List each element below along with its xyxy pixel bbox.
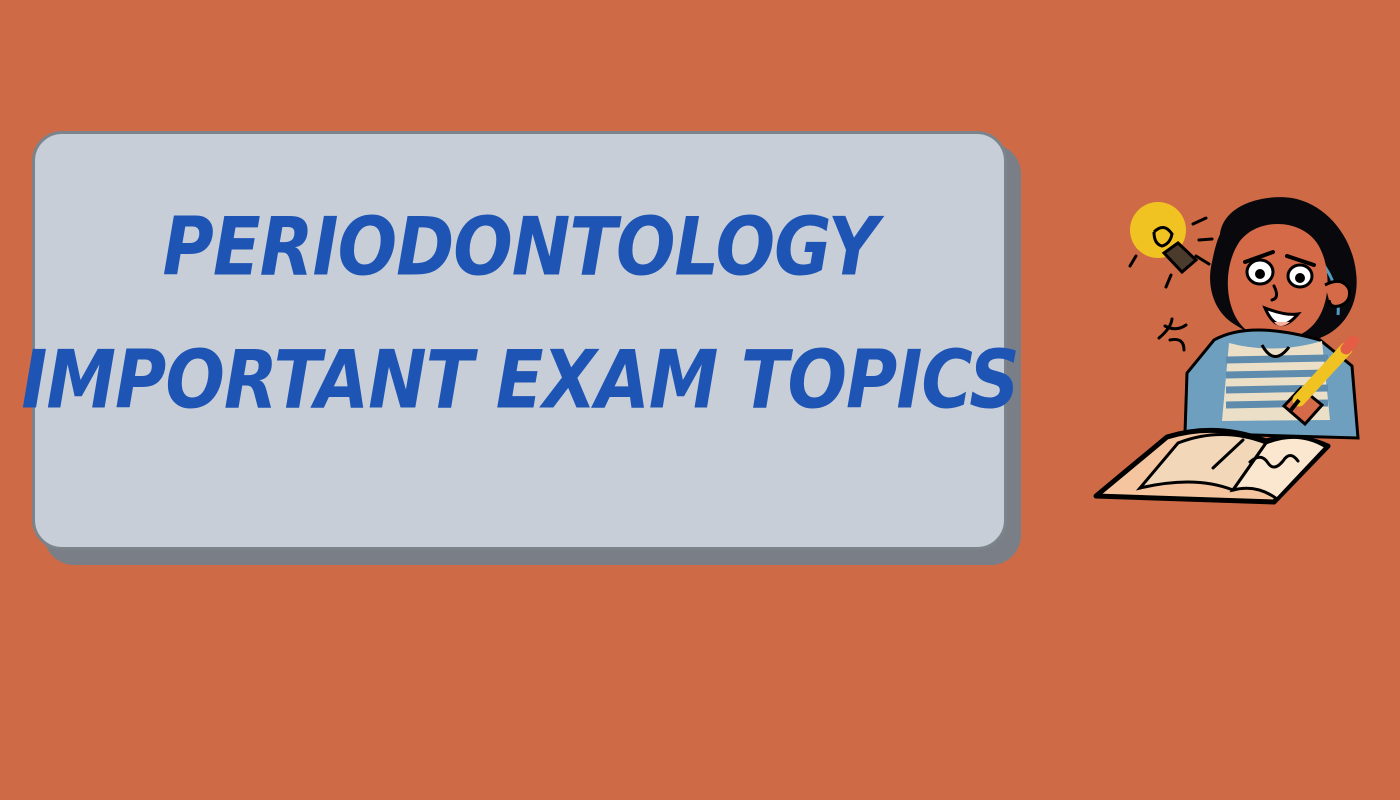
student-writing-illustration xyxy=(1093,197,1360,505)
title-banner xyxy=(32,131,1007,550)
lightbulb-icon xyxy=(1128,202,1214,289)
title-line-1: PERIODONTOLOGY xyxy=(162,199,879,295)
title-line-2: IMPORTANT EXAM TOPICS xyxy=(21,332,1019,428)
